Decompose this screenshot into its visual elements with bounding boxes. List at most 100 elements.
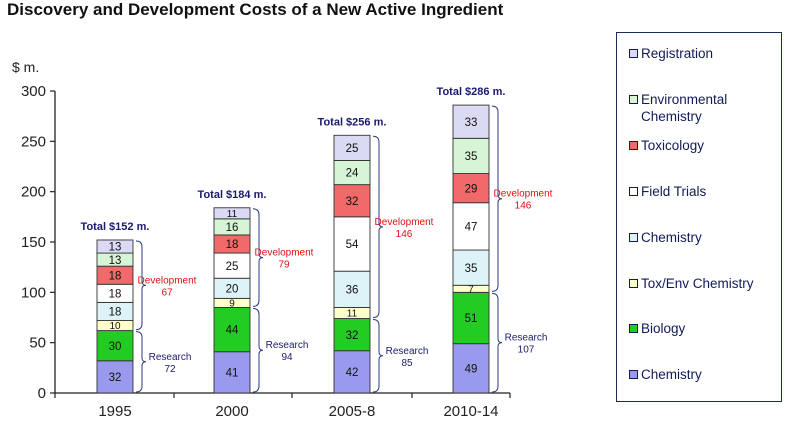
research-brace: [491, 292, 503, 393]
development-value: 67: [161, 287, 173, 298]
research-brace: [135, 331, 147, 393]
development-brace: [372, 135, 384, 319]
bar-segment: [213, 207, 251, 220]
total-label: Total $256 m.: [318, 116, 387, 128]
data-label: 20: [226, 283, 239, 295]
data-label: 30: [109, 341, 122, 353]
bar-segment: [96, 330, 134, 362]
data-label: 25: [226, 261, 239, 273]
y-axis-label: $ m.: [12, 59, 39, 75]
data-label: 32: [346, 330, 359, 342]
development-brace: [252, 208, 264, 307]
y-tick-label: 200: [21, 184, 46, 201]
x-tick-label: 2005-8: [329, 403, 376, 420]
data-label: 16: [226, 222, 239, 234]
legend-item: Environmental Chemistry: [629, 91, 781, 125]
legend-item: Field Trials: [629, 183, 781, 200]
legend-label: Chemistry: [641, 230, 702, 245]
x-tick-label: 2000: [215, 403, 248, 420]
bar-segment: [213, 306, 251, 353]
legend-label: Biology: [641, 321, 686, 336]
legend-item: Chemistry: [629, 229, 781, 246]
legend-label: Environmental Chemistry: [641, 92, 728, 124]
data-label: 10: [109, 321, 121, 332]
bar-segment: [333, 350, 371, 394]
legend-label: Toxicology: [641, 138, 705, 153]
development-label: Development: [375, 217, 434, 228]
legend-swatch: [629, 324, 638, 333]
legend-swatch: [629, 370, 638, 379]
y-tick-label: 250: [21, 133, 46, 150]
legend-label: Registration: [641, 46, 714, 61]
legend-swatch: [629, 49, 638, 58]
data-label: 18: [109, 270, 122, 282]
total-label: Total $184 m.: [198, 189, 267, 201]
bar-segment: [213, 252, 251, 279]
legend-swatch: [629, 187, 638, 196]
legend-item: Tox/Env Chemistry: [629, 275, 781, 292]
total-label: Total $286 m.: [437, 86, 506, 98]
research-value: 107: [518, 345, 535, 356]
x-tick-label: 2010-14: [443, 403, 498, 420]
y-tick-label: 300: [21, 83, 46, 100]
research-brace: [372, 319, 384, 393]
development-label: Development: [255, 248, 314, 259]
data-label: 9: [229, 299, 235, 310]
research-brace: [252, 307, 264, 393]
data-label: 35: [465, 151, 478, 163]
bar-segment: [452, 343, 490, 394]
research-label: Research: [386, 346, 429, 357]
legend-item: Registration: [629, 45, 781, 62]
y-tick-label: 100: [21, 284, 46, 301]
research-label: Research: [505, 333, 548, 344]
data-label: 13: [109, 242, 122, 254]
research-label: Research: [266, 340, 309, 351]
chart-title: Discovery and Development Costs of a New…: [7, 0, 504, 19]
data-label: 25: [346, 143, 359, 155]
data-label: 13: [109, 255, 122, 267]
legend-label: Field Trials: [641, 184, 707, 199]
data-label: 33: [465, 117, 478, 129]
legend-swatch: [629, 279, 638, 288]
data-label: 24: [346, 168, 359, 180]
legend: Registration Environmental Chemistry Toxic…: [616, 32, 782, 402]
research-value: 94: [281, 352, 293, 363]
development-brace: [491, 105, 503, 292]
legend-label: Tox/Env Chemistry: [641, 276, 754, 291]
bar-segment: [96, 360, 134, 394]
bar-segment: [333, 318, 371, 352]
data-label: 44: [226, 325, 239, 337]
data-label: 47: [465, 222, 478, 234]
development-value: 79: [278, 260, 290, 271]
legend-item: Biology: [629, 320, 781, 337]
development-brace: [135, 240, 147, 331]
data-label: 7: [468, 284, 474, 295]
development-label: Development: [138, 275, 197, 286]
bar-segment: [213, 351, 251, 394]
bar-segment: [452, 173, 490, 204]
data-label: 18: [109, 288, 122, 300]
data-label: 54: [346, 239, 359, 251]
bar-segment: [96, 239, 134, 254]
y-tick-label: 0: [38, 385, 46, 402]
data-label: 18: [109, 307, 122, 319]
data-label: 32: [346, 196, 359, 208]
development-value: 146: [515, 201, 532, 212]
development-label: Development: [494, 189, 553, 200]
data-label: 51: [465, 313, 478, 325]
total-label: Total $152 m.: [81, 221, 150, 233]
research-label: Research: [149, 352, 192, 363]
bar-segment: [452, 104, 490, 139]
data-label: 41: [226, 368, 239, 380]
research-value: 72: [164, 364, 176, 375]
research-value: 85: [401, 358, 413, 369]
data-label: 36: [346, 284, 359, 296]
legend-swatch: [629, 95, 638, 104]
data-label: 49: [465, 363, 478, 375]
legend-item: Toxicology: [629, 137, 781, 154]
data-label: 11: [227, 209, 238, 220]
x-tick-label: 1995: [98, 403, 131, 420]
